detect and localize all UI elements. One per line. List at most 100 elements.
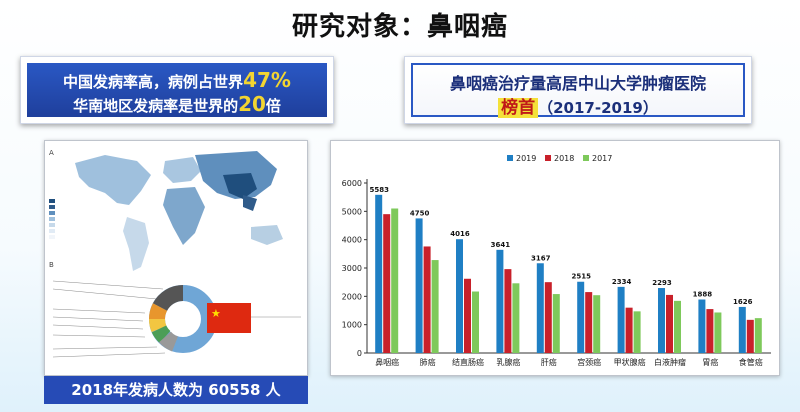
bar-2019 (658, 288, 665, 353)
bar-2019 (456, 239, 463, 353)
x-tick-label: 宫颈癌 (577, 357, 601, 367)
incidence-caption: 2018年发病人数为 60558 人 (44, 376, 308, 404)
bar-2019 (536, 263, 544, 353)
bar-data-label: 4016 (450, 230, 470, 238)
china-flag: ★ (207, 303, 251, 333)
world-share-value: 47% (243, 68, 291, 92)
southeast-asia-region (243, 195, 257, 211)
bar-2018 (706, 309, 714, 353)
incidence-line-2: 华南地区发病率是世界的20倍 (27, 92, 327, 116)
treatment-line-2: 榜首 （2017-2019） (413, 93, 743, 118)
donut-segment (159, 331, 179, 352)
treatment-banner: 鼻咽癌治疗量高居中山大学肿瘤医院 榜首 （2017-2019） (404, 56, 752, 124)
bar-2019 (617, 286, 625, 353)
bar-2017 (593, 295, 601, 353)
donut-chart (149, 285, 217, 353)
bar-data-label: 1888 (693, 291, 713, 299)
incidence-text-1: 中国发病率高，病例占世界 (63, 73, 244, 91)
bar-data-label: 3167 (531, 254, 551, 262)
legend-swatch (583, 155, 589, 161)
map-legend (49, 199, 55, 239)
europe-region (163, 157, 201, 183)
panel-a-label: A (49, 149, 54, 157)
y-tick-label: 4000 (342, 236, 362, 245)
bar-2018 (666, 294, 673, 353)
x-tick-label: 胃癌 (702, 357, 718, 367)
y-tick-label: 0 (357, 349, 362, 358)
incidence-banner: 中国发病率高，病例占世界47% 华南地区发病率是世界的20倍 (20, 56, 334, 124)
x-tick-label: 结直肠癌 (452, 357, 484, 367)
bar-2018 (464, 278, 471, 353)
bar-data-label: 4750 (410, 209, 430, 217)
bar-data-label: 3641 (491, 241, 511, 249)
y-tick-label: 3000 (342, 264, 362, 273)
x-tick-label: 白液肿瘤 (654, 357, 686, 367)
x-tick-label: 肺癌 (420, 357, 436, 367)
legend-swatch (507, 155, 513, 161)
bar-2019 (738, 306, 746, 353)
bar-2019 (415, 218, 423, 353)
bar-2017 (552, 294, 560, 353)
flag-field (207, 303, 251, 333)
bar-2018 (746, 319, 754, 353)
incidence-figure-panel: A B (44, 140, 308, 376)
bar-2017 (472, 291, 479, 353)
bar-2017 (512, 283, 520, 353)
bar-2017 (391, 208, 399, 353)
legend-swatch (49, 199, 55, 203)
legend-swatch (49, 217, 55, 221)
y-tick-label: 2000 (342, 292, 362, 301)
legend-label: 2019 (516, 154, 536, 163)
x-tick-label: 乳腺癌 (496, 357, 520, 367)
bar-2017 (633, 311, 641, 353)
bar-2019 (375, 194, 383, 353)
bar-2017 (754, 318, 762, 353)
south-america-region (123, 217, 149, 271)
bar-2019 (577, 281, 585, 353)
page-title: 研究对象：鼻咽癌 (291, 12, 508, 42)
y-tick-label: 5000 (342, 207, 362, 216)
bar-2018 (423, 246, 431, 353)
legend-label: 2018 (554, 154, 574, 163)
incidence-text-2: 华南地区发病率是世界的 (73, 97, 239, 115)
bar-2018 (585, 292, 593, 353)
x-tick-label: 肝癌 (541, 357, 557, 367)
legend-swatch (49, 223, 55, 227)
treatment-line-1: 鼻咽癌治疗量高居中山大学肿瘤医院 (449, 74, 706, 93)
bar-2018 (504, 269, 512, 353)
y-tick-label: 6000 (342, 179, 362, 188)
rank-highlight: 榜首 (498, 98, 539, 118)
bar-chart-panel: 0 1000 2000 3000 4000 5000 6000 2019 2018 2017 558… (330, 140, 780, 376)
bar-data-label: 2293 (652, 279, 672, 287)
china-region (223, 173, 257, 199)
africa-region (163, 187, 205, 245)
donut-segment (152, 285, 184, 312)
legend-label: 2017 (592, 154, 612, 163)
australia-region (251, 225, 283, 245)
bar-data-label: 5583 (369, 186, 389, 194)
x-tick-label: 食管癌 (739, 357, 763, 367)
legend-swatch (49, 235, 55, 239)
x-tick-label: 鼻咽癌 (375, 357, 399, 367)
bar-2019 (496, 249, 504, 353)
legend-swatch (49, 205, 55, 209)
ratio-value: 20 (238, 92, 266, 116)
panel-b-label: B (49, 261, 54, 269)
year-range: （2017-2019） (538, 99, 658, 117)
bar-data-label: 1626 (733, 298, 753, 306)
y-tick-label: 1000 (342, 321, 362, 330)
bar-2018 (383, 214, 391, 353)
bar-2017 (714, 312, 722, 353)
ratio-suffix: 倍 (265, 97, 281, 115)
legend-swatch (545, 155, 551, 161)
donut-segment (151, 325, 171, 343)
bar-2019 (698, 299, 706, 353)
bar-data-label: 2334 (612, 278, 632, 286)
flag-star-icon: ★ (211, 307, 221, 320)
legend-swatch (49, 229, 55, 233)
legend-swatch (49, 211, 55, 215)
bar-2018 (625, 307, 633, 353)
x-tick-label: 甲状腺癌 (614, 357, 646, 367)
incidence-figure: A B (49, 149, 301, 358)
donut-segment (149, 318, 167, 333)
